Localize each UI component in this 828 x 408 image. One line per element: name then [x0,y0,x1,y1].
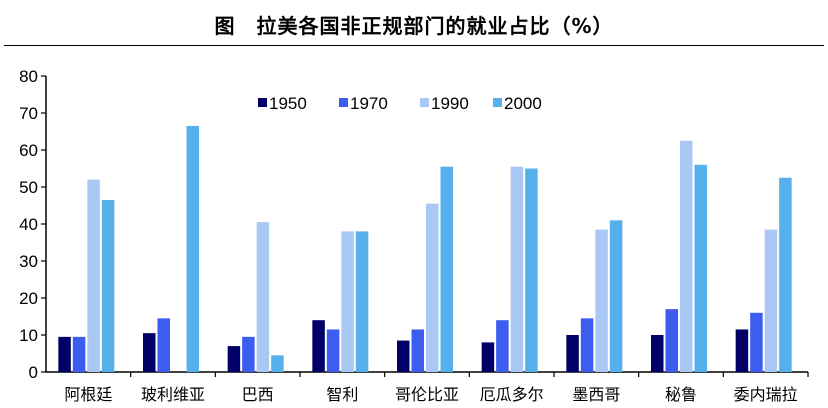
bar-1950 [566,335,579,372]
legend-swatch [258,98,267,107]
legend-label: 2000 [504,94,542,113]
bar-1990 [510,166,524,372]
legend-swatch [420,98,429,107]
bar-1990 [426,203,439,372]
y-tick-label: 0 [29,363,38,382]
bar-1970 [665,309,678,372]
bar-1990 [87,179,100,372]
bar-1990 [341,231,354,372]
bar-2000 [609,220,623,372]
y-tick-label: 40 [19,215,38,234]
category-label: 阿根廷 [64,385,112,404]
bar-1970 [411,329,424,372]
bar-1990 [256,222,270,372]
y-tick-label: 10 [19,326,38,345]
bar-1970 [326,329,340,372]
legend-swatch [339,98,348,107]
title-divider [4,45,824,46]
bar-2000 [779,177,792,372]
bar-1950 [397,340,410,372]
category-label: 智利 [326,385,358,404]
bar-1950 [143,333,156,372]
bar-1970 [750,312,763,372]
bar-1970 [242,336,255,372]
bar-1950 [735,329,749,372]
category-label: 墨西哥 [572,385,620,404]
category-label: 哥伦比亚 [395,385,459,404]
bar-1970 [157,318,170,372]
bar-1970 [72,336,86,372]
bar-2000 [525,168,538,372]
bar-2000 [271,355,284,372]
bar-1950 [312,320,325,372]
y-tick-label: 70 [19,104,38,123]
bar-2000 [694,164,707,372]
y-tick-label: 30 [19,252,38,271]
legend-swatch [493,98,502,107]
bar-1990 [764,229,778,372]
bar-1950 [651,335,664,372]
legend-label: 1990 [431,94,469,113]
category-label: 委内瑞拉 [734,385,798,404]
bar-1950 [481,342,495,372]
bar-1970 [580,318,594,372]
bar-1990 [680,140,693,372]
bar-1990 [595,229,608,372]
bar-2000 [440,166,453,372]
bar-2000 [355,231,369,372]
bars-group [58,125,792,372]
legend: 1950 1970 1990 2000 [258,94,542,113]
y-tick-label: 60 [19,141,38,160]
y-tick-label: 80 [19,67,38,86]
category-label: 玻利维亚 [141,385,205,404]
chart-title: 图 拉美各国非正规部门的就业占比（%） [214,14,614,38]
y-tick-label: 20 [19,289,38,308]
category-label: 秘鲁 [665,385,697,404]
legend-label: 1970 [350,94,388,113]
bar-2000 [186,125,199,372]
bar-1950 [58,336,71,372]
legend-label: 1950 [269,94,307,113]
bar-1950 [227,346,241,372]
category-label: 巴西 [242,385,274,404]
bar-2000 [101,199,115,372]
y-tick-label: 50 [19,178,38,197]
bar-1970 [496,320,509,372]
category-label: 厄瓜多尔 [480,385,544,404]
